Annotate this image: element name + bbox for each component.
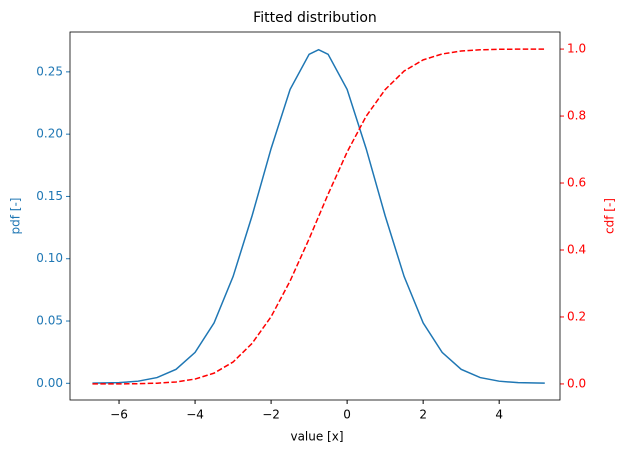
y-tick-label: 0.15 [36,189,63,203]
y2-tick-label: 0.8 [567,109,586,123]
x-axis-label: value [x] [290,430,343,444]
y2-tick-label: 1.0 [567,42,586,56]
x-tick-label: −2 [262,408,280,422]
y2-tick-label: 0.6 [567,176,586,190]
x-tick-label: −6 [110,408,128,422]
x-tick-label: −4 [186,408,204,422]
x-tick-label: 0 [343,408,351,422]
x-tick-label: 4 [495,408,503,422]
y-tick-label: 0.25 [36,64,63,78]
plot-frame [69,31,561,401]
y2-axis-label: cdf [-] [603,198,617,234]
y-tick-label: 0.10 [36,251,63,265]
chart-title: Fitted distribution [253,10,377,26]
y2-tick-label: 0.2 [567,309,586,323]
y-tick-label: 0.20 [36,127,63,141]
y-tick-label: 0.00 [36,376,63,390]
x-tick-label: 2 [419,408,427,422]
series-line [92,48,545,384]
series-line [92,48,545,385]
y-axis-label: pdf [-] [9,198,23,235]
y2-tick-label: 0.0 [567,376,586,390]
y-tick-label: 0.05 [36,314,63,328]
y2-tick-label: 0.4 [567,242,586,256]
